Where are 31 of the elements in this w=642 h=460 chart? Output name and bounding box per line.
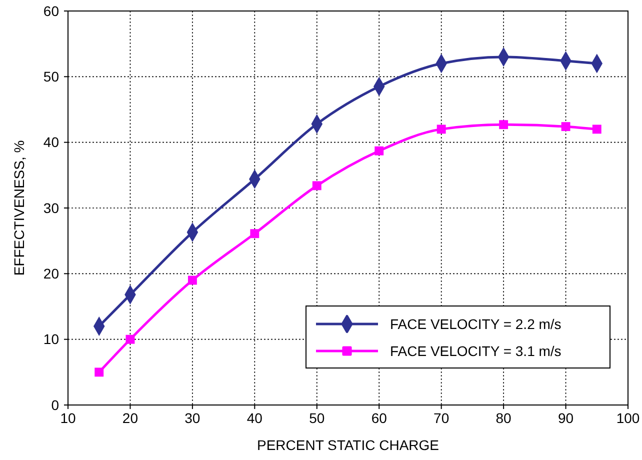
x-tick-label: 80: [496, 410, 512, 426]
legend-label: FACE VELOCITY = 2.2 m/s: [390, 316, 562, 332]
y-tick-label: 30: [43, 200, 60, 216]
point: [499, 120, 508, 130]
x-tick-label: 70: [434, 410, 450, 426]
y-tick-label: 10: [43, 331, 60, 348]
x-tick-label: 90: [558, 410, 574, 426]
point: [374, 146, 384, 156]
point: [94, 368, 104, 377]
point: [436, 124, 446, 134]
y-axis-title: EFFECTIVENESS, %: [11, 140, 27, 276]
x-tick-label: 10: [60, 410, 76, 426]
y-tick-label: 50: [43, 68, 60, 85]
point: [188, 276, 197, 285]
legend-label: FACE VELOCITY = 3.1 m/s: [390, 342, 562, 359]
x-tick-label: 20: [122, 410, 138, 426]
x-tick-label: 40: [246, 410, 263, 426]
x-tick-label: 50: [309, 410, 325, 426]
y-tick-label: 60: [43, 2, 60, 19]
y-tick-label: 20: [43, 266, 60, 282]
x-tick-label: 60: [371, 410, 388, 426]
point: [561, 122, 570, 132]
y-tick-label: 0: [51, 396, 60, 413]
point: [126, 334, 135, 344]
x-axis-title: PERCENT STATIC CHARGE: [256, 437, 440, 453]
point: [592, 124, 602, 134]
x-tick-label: 100: [616, 410, 640, 426]
y-tick-label: 40: [43, 134, 60, 150]
point: [312, 181, 322, 190]
x-tick-label: 30: [184, 410, 200, 426]
point: [250, 229, 260, 238]
